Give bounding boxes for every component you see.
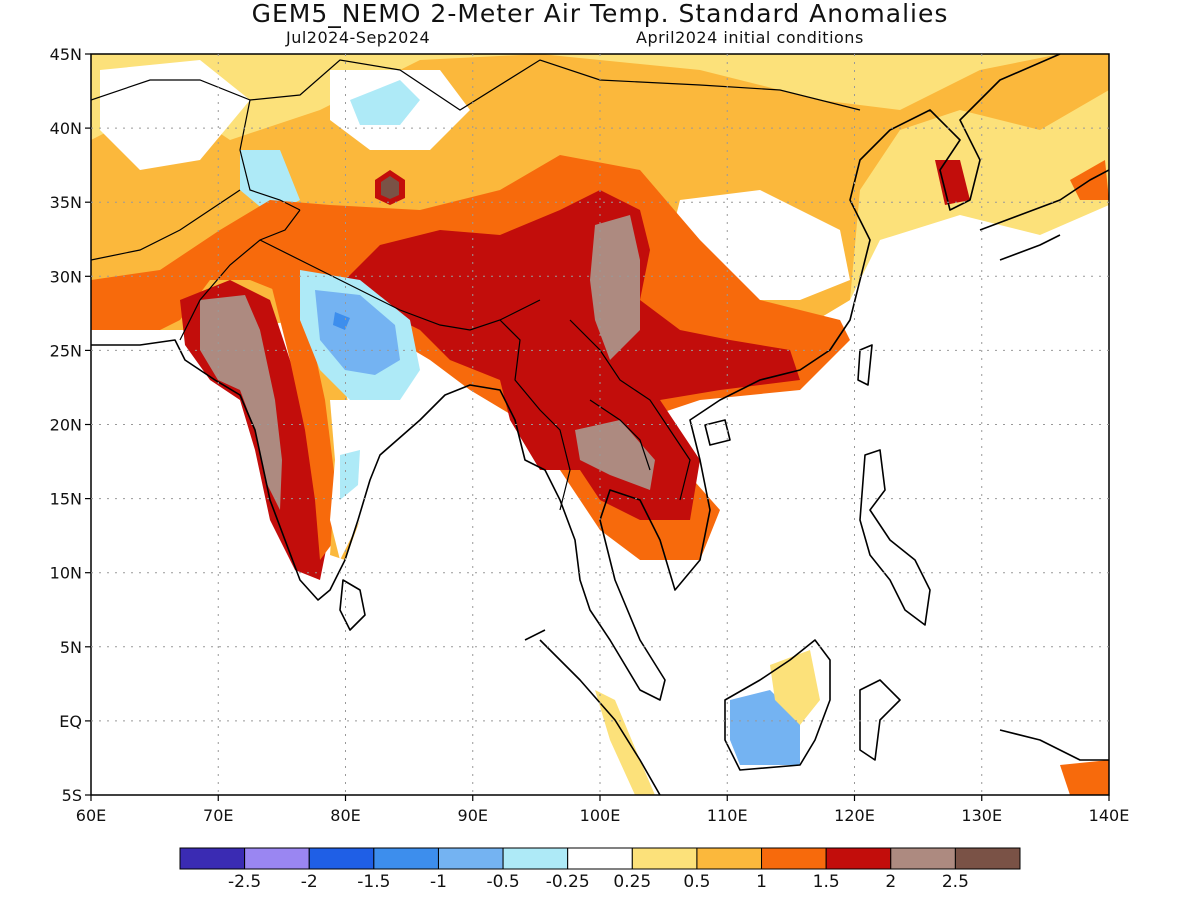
lat-tick-label: 5S: [62, 786, 82, 805]
border-afghan: [91, 189, 241, 261]
anomaly-region-india-mid-blue: [315, 290, 400, 375]
anomaly-hotspot-brown: [381, 176, 399, 199]
lon-tick-label: 110E: [707, 806, 748, 825]
lon-tick-label: 60E: [76, 806, 106, 825]
colorbar-swatch: [179, 847, 246, 870]
border-myanmar: [499, 319, 571, 511]
colorbar-label: -0.25: [546, 872, 590, 892]
lat-tick-label: 15N: [50, 490, 82, 509]
colorbar-swatch: [890, 847, 956, 870]
lon-tick-label: 90E: [458, 806, 488, 825]
colorbar-label: 2: [885, 872, 896, 892]
colorbar-label: 0.5: [683, 872, 710, 892]
coastline-borneo: [724, 639, 831, 771]
colorbar-label: 1: [756, 872, 767, 892]
anomaly-region-borneo-yellow: [770, 650, 820, 725]
lat-tick-label: 25N: [50, 341, 82, 360]
border-china-north: [249, 59, 861, 111]
colorbar-label: -2: [301, 872, 318, 892]
colorbar-label: 0.25: [613, 872, 651, 892]
anomaly-region-korea-red: [935, 160, 970, 205]
anomaly-region-light-blue-west: [240, 150, 300, 215]
colorbar-swatch: [631, 847, 698, 870]
anomaly-region-brown-tibet: [590, 215, 640, 360]
initial-conditions-label: April2024 initial conditions: [636, 28, 864, 47]
anomaly-region-india-dark-blue: [333, 312, 350, 330]
coastline-sumatra: [524, 629, 661, 795]
lon-tick-label: 140E: [1089, 806, 1130, 825]
lat-tick-label: 5N: [60, 638, 82, 657]
lat-tick-label: EQ: [59, 712, 82, 731]
colorbar-swatch: [567, 847, 633, 870]
coastline-hainan: [704, 419, 731, 446]
coastline-philippines: [859, 449, 931, 626]
anomaly-region-light-blue-north: [350, 80, 420, 125]
border-pakistan-india: [179, 209, 301, 341]
border-central-asia: [91, 79, 301, 211]
colorbar-label: -2.5: [228, 872, 261, 892]
colorbar-label: 1.5: [813, 872, 840, 892]
border-thai-lao: [589, 399, 651, 471]
anomaly-region-india-brown-band: [200, 295, 282, 510]
coastline-sulawesi: [859, 679, 901, 761]
coastlines: [91, 54, 1109, 795]
colorbar: -2.5 -2 -1.5 -1 -0.5 -0.25 0.25 0.5 1 1.5 2 2.5: [179, 847, 1021, 892]
colorbar-label: -1: [430, 872, 447, 892]
colorbar-label: 2.5: [942, 872, 969, 892]
coastline-sri-lanka: [339, 579, 366, 631]
lon-tick-label: 70E: [203, 806, 233, 825]
colorbar-swatch: [373, 847, 439, 870]
lat-tick-label: 10N: [50, 564, 82, 583]
colorbar-swatch: [502, 847, 569, 870]
forecast-period: Jul2024-Sep2024: [286, 28, 431, 47]
anomaly-region-india-orange-east: [270, 270, 340, 560]
lat-tick-label: 45N: [50, 45, 82, 64]
map-title: GEM5_NEMO 2-Meter Air Temp. Standard Ano…: [251, 0, 949, 28]
anomaly-region-brown-indochina: [575, 420, 655, 490]
anomaly-region-west-white: [100, 60, 250, 170]
coastline-west-asia: [91, 54, 1061, 701]
colorbar-swatch: [308, 847, 375, 870]
lon-tick-label: 130E: [961, 806, 1002, 825]
border-himalaya: [259, 239, 541, 331]
lat-tick-label: 35N: [50, 193, 82, 212]
lon-tick-label: 100E: [580, 806, 621, 825]
colorbar-swatch: [437, 847, 504, 870]
lat-tick-label: 40N: [50, 119, 82, 138]
latitude-axis: 45N 40N 35N 30N 25N 20N 15N 10N 5N EQ 5S: [50, 45, 91, 805]
coastline-taiwan: [857, 344, 873, 386]
colorbar-swatch: [696, 847, 763, 870]
coastline-new-guinea: [999, 729, 1109, 761]
coastline-japan: [979, 169, 1109, 261]
graticule: [91, 54, 1109, 795]
colorbar-label: -1.5: [357, 872, 390, 892]
anomaly-region-png-orange: [1060, 760, 1109, 795]
colorbar-label: -0.5: [486, 872, 519, 892]
lon-tick-label: 80E: [330, 806, 360, 825]
colorbar-swatch: [244, 847, 310, 870]
anomaly-region-red-core: [340, 190, 800, 520]
lat-tick-label: 30N: [50, 267, 82, 286]
anomaly-region-sumatra-yellow: [595, 690, 655, 795]
colorbar-swatch: [761, 847, 827, 870]
lon-tick-label: 120E: [834, 806, 875, 825]
lat-tick-label: 20N: [50, 416, 82, 435]
colorbar-swatch: [954, 847, 1021, 870]
anomaly-region-borneo-blue: [730, 690, 800, 765]
colorbar-swatch: [825, 847, 892, 870]
longitude-axis: 60E 70E 80E 90E 100E 110E 120E 130E 140E: [76, 795, 1130, 825]
